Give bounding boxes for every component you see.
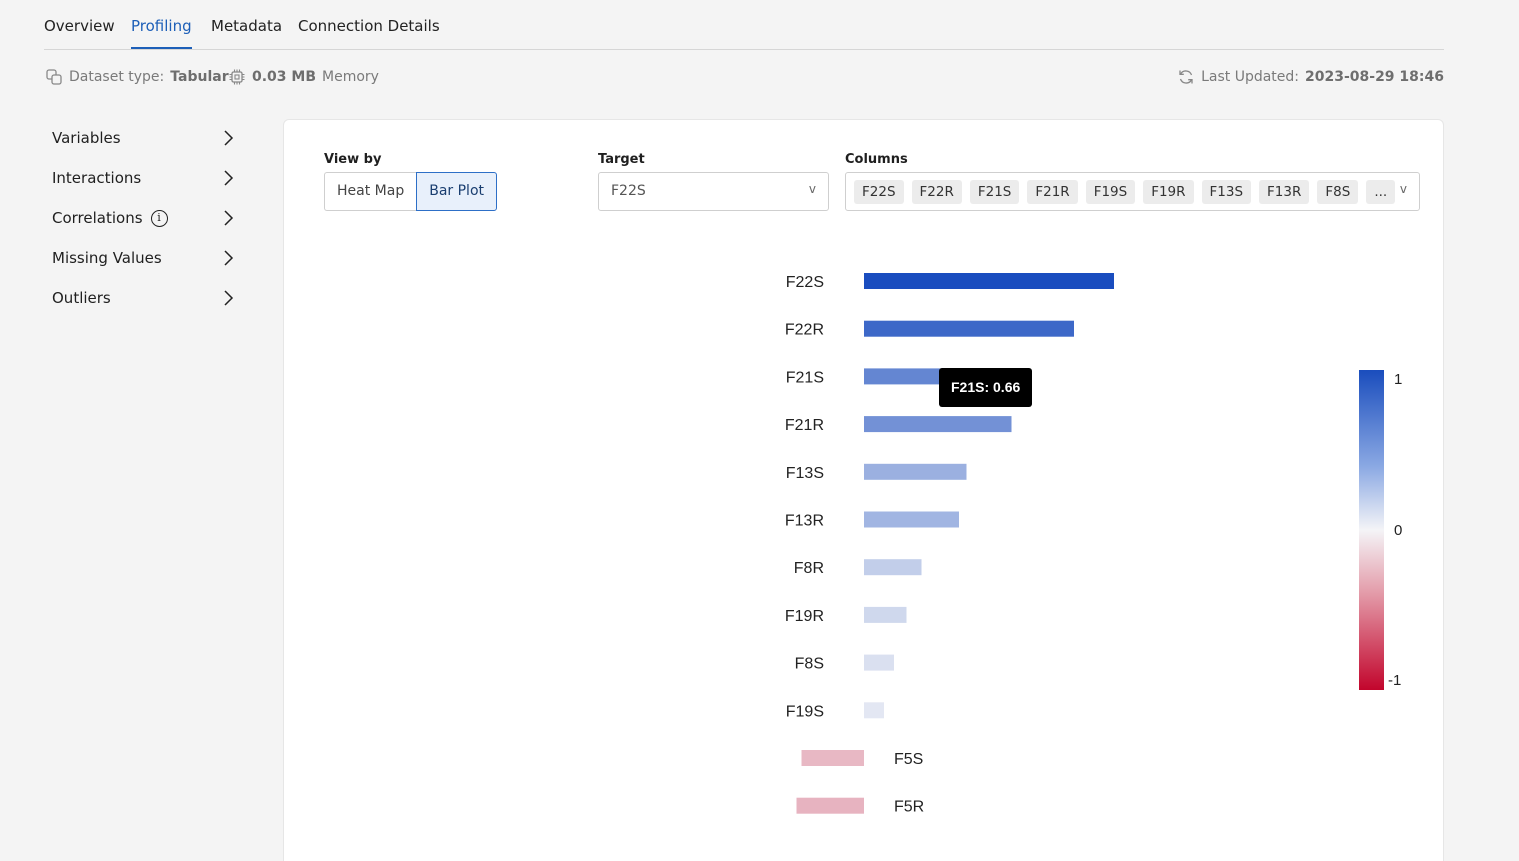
- sidebar-item-label: Variables: [52, 129, 121, 147]
- target-select[interactable]: F22S v: [598, 172, 829, 211]
- refresh-icon[interactable]: [1177, 68, 1195, 86]
- bar-label: F5R: [894, 799, 924, 816]
- color-scale-legend: [1359, 370, 1384, 690]
- correlations-panel: View by Heat Map Bar Plot Target F22S v …: [283, 119, 1444, 861]
- chip-icon: [229, 69, 245, 85]
- bar-plot-button[interactable]: Bar Plot: [416, 172, 497, 211]
- last-updated-label: Last Updated:: [1201, 69, 1299, 85]
- tab-metadata[interactable]: Metadata: [211, 17, 283, 35]
- bar-f5r[interactable]: [796, 797, 865, 814]
- bar-f8s[interactable]: [864, 654, 894, 671]
- bar-label: F19S: [786, 703, 824, 720]
- bar-label: F8S: [795, 656, 824, 673]
- view-by-toggle: Heat Map Bar Plot: [324, 172, 497, 211]
- chevron-down-icon: v: [808, 182, 816, 196]
- bar-f19r[interactable]: [864, 606, 907, 623]
- column-chip[interactable]: F19S: [1085, 180, 1136, 204]
- view-by-label: View by: [324, 152, 382, 167]
- correlation-bar-chart: F22S F22R F21S F21R F13S F13R F8R F19R F8S F19S F5…: [785, 273, 1114, 816]
- columns-multiselect[interactable]: F22S F22R F21S F21R F19S F19R F13S F13R F8S... v: [845, 172, 1420, 211]
- dataset-icon: [46, 69, 62, 85]
- chevron-right-icon: [224, 130, 234, 146]
- bar-f5s[interactable]: [801, 750, 865, 766]
- sidebar-item-correlations[interactable]: Correlations i: [52, 206, 237, 230]
- bar-label: F19R: [785, 608, 824, 625]
- bar-label: F21R: [785, 417, 824, 434]
- sidebar-item-outliers[interactable]: Outliers: [52, 286, 237, 310]
- chevron-right-icon: [224, 170, 234, 186]
- bar-label: F21S: [786, 369, 824, 386]
- columns-label: Columns: [845, 152, 908, 167]
- column-chip[interactable]: F13R: [1259, 180, 1310, 204]
- dataset-type-label: Dataset type:: [69, 69, 165, 85]
- legend-min-label: -1: [1388, 672, 1402, 689]
- memory-label: Memory: [322, 69, 379, 85]
- bar-label: F22R: [785, 322, 824, 339]
- info-icon[interactable]: i: [150, 209, 168, 227]
- sidebar-item-label: Missing Values: [52, 249, 162, 267]
- sidebar-item-interactions[interactable]: Interactions: [52, 166, 237, 190]
- tab-profiling[interactable]: Profiling: [131, 17, 192, 49]
- tab-connection-details[interactable]: Connection Details: [298, 17, 440, 35]
- bar-label: F8R: [794, 560, 824, 577]
- sidebar-item-label: Outliers: [52, 289, 111, 307]
- tab-overview[interactable]: Overview: [44, 17, 115, 35]
- target-value: F22S: [611, 183, 646, 199]
- sidebar-item-label: Interactions: [52, 169, 142, 187]
- chevron-right-icon: [224, 290, 234, 306]
- bar-label: F22S: [786, 274, 824, 291]
- column-chip[interactable]: F22R: [911, 180, 962, 204]
- bar-f19s[interactable]: [864, 702, 884, 719]
- column-chip[interactable]: F21R: [1027, 180, 1078, 204]
- dataset-type-info: Dataset type: Tabular: [45, 68, 229, 86]
- sidebar-item-variables[interactable]: Variables: [52, 126, 237, 150]
- column-chip[interactable]: F13S: [1201, 180, 1252, 204]
- last-updated-value: 2023-08-29 18:46: [1305, 69, 1444, 85]
- heat-map-button[interactable]: Heat Map: [324, 172, 417, 211]
- last-updated-info: Last Updated: 2023-08-29 18:46: [1177, 68, 1444, 86]
- memory-value: 0.03 MB: [252, 69, 317, 85]
- sidebar-item-missing-values[interactable]: Missing Values: [52, 246, 237, 270]
- bar-f13r[interactable]: [864, 511, 959, 528]
- chevron-right-icon: [224, 250, 234, 266]
- column-chip[interactable]: F22S: [854, 180, 904, 204]
- column-chips: F22S F22R F21S F21R F19S F19R F13S F13R F8S...: [854, 180, 1396, 204]
- bar-f8r[interactable]: [864, 559, 922, 576]
- legend-mid-label: 0: [1394, 522, 1403, 539]
- more-columns-chip[interactable]: ...: [1366, 180, 1396, 204]
- tab-bar: Overview Profiling Metadata Connection D…: [44, 0, 1444, 50]
- column-chip[interactable]: F8S: [1317, 180, 1359, 204]
- memory-info: 0.03 MB Memory: [228, 68, 379, 86]
- bar-f13s[interactable]: [864, 463, 967, 480]
- bar-label: F5S: [894, 751, 923, 768]
- target-label: Target: [598, 152, 645, 167]
- bar-label: F13S: [786, 465, 824, 482]
- column-chip[interactable]: F19R: [1143, 180, 1194, 204]
- bar-label: F13R: [785, 513, 824, 530]
- bar-f21r[interactable]: [864, 416, 1012, 433]
- column-chip[interactable]: F21S: [969, 180, 1020, 204]
- chevron-right-icon: [224, 210, 234, 226]
- bar-f22s[interactable]: [864, 273, 1114, 289]
- chevron-down-icon: v: [1399, 182, 1407, 196]
- legend-max-label: 1: [1394, 371, 1403, 388]
- bar-f22r[interactable]: [864, 320, 1074, 337]
- dataset-type-value: Tabular: [170, 69, 229, 85]
- sidebar-item-label: Correlations: [52, 209, 143, 227]
- chart-tooltip: F21S: 0.66: [939, 368, 1033, 407]
